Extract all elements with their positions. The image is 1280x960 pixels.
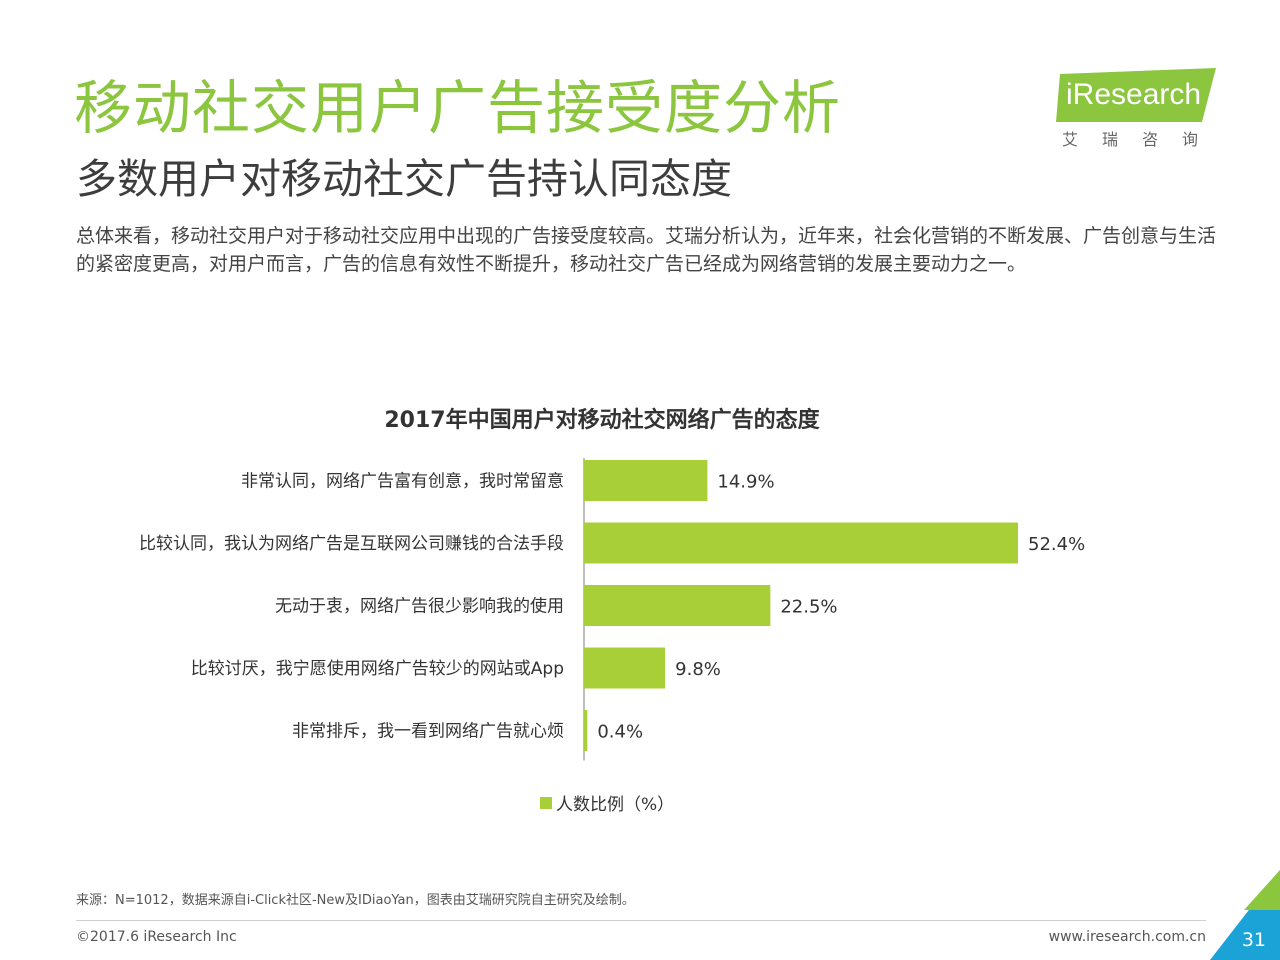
category-label: 非常排斥，我一看到网络广告就心烦	[292, 722, 564, 742]
bar	[584, 647, 666, 689]
logo-chinese-name: 艾瑞咨询	[1062, 130, 1223, 149]
legend-label: 人数比例（%）	[556, 795, 675, 815]
copyright-text: ©2017.6 iResearch Inc	[76, 929, 237, 945]
website-link[interactable]: www.iresearch.com.cn	[1048, 929, 1206, 945]
page-corner-decoration	[1210, 870, 1280, 960]
page-title: 移动社交用户广告接受度分析	[74, 74, 842, 142]
footer-divider	[76, 920, 1206, 921]
data-label: 0.4%	[597, 722, 643, 743]
bar	[584, 585, 771, 626]
data-label: 14.9%	[717, 472, 774, 493]
bar-chart: 非常认同，网络广告富有创意，我时常留意 14.9% 比较认同，我认为网络广告是互联网…	[139, 458, 1085, 761]
bar	[584, 522, 1018, 564]
legend-swatch	[540, 797, 552, 809]
category-label: 比较认同，我认为网络广告是互联网公司赚钱的合法手段	[139, 534, 564, 554]
logo-wordmark: iResearch	[1066, 78, 1202, 111]
chart-title: 2017年中国用户对移动社交网络广告的态度	[384, 408, 820, 433]
data-label: 52.4%	[1028, 534, 1085, 555]
category-label: 非常认同，网络广告富有创意，我时常留意	[241, 472, 564, 492]
category-label: 无动于衷，网络广告很少影响我的使用	[275, 596, 564, 617]
data-label: 22.5%	[780, 597, 837, 618]
logo-badge-shape	[1056, 68, 1216, 122]
source-note: 来源：N=1012，数据来源自i-Click社区-New及IDiaoYan，图表…	[76, 893, 635, 908]
category-label: 比较讨厌，我宁愿使用网络广告较少的网站或App	[191, 658, 564, 679]
chart-legend: 人数比例（%）	[540, 792, 674, 818]
data-label: 9.8%	[675, 659, 721, 680]
page-number: 31	[1241, 929, 1266, 951]
bar	[584, 460, 708, 501]
page-subtitle: 多数用户对移动社交广告持认同态度	[76, 155, 732, 203]
bar	[584, 710, 588, 751]
iresearch-logo: iResearch 艾瑞咨询	[1056, 68, 1226, 156]
description-paragraph: 总体来看，移动社交用户对于移动社交应用中出现的广告接受度较高。艾瑞分析认为，近年…	[76, 225, 1217, 275]
